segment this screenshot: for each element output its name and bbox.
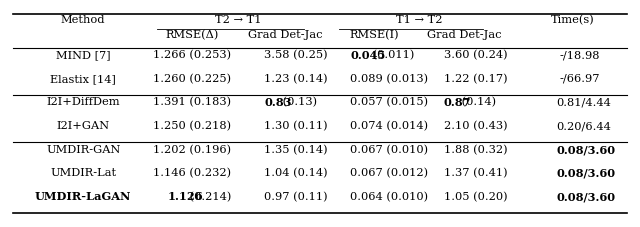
Text: 1.88 (0.32): 1.88 (0.32)	[444, 145, 508, 155]
Text: RMSE(I): RMSE(I)	[349, 30, 399, 40]
Text: 1.202 (0.196): 1.202 (0.196)	[153, 145, 231, 155]
Text: 2.10 (0.43): 2.10 (0.43)	[444, 121, 508, 131]
Text: 1.266 (0.253): 1.266 (0.253)	[153, 50, 231, 60]
Text: Grad Det-Jac: Grad Det-Jac	[427, 30, 501, 40]
Text: 1.126: 1.126	[168, 191, 204, 202]
Text: 1.04 (0.14): 1.04 (0.14)	[264, 168, 328, 178]
Text: 1.22 (0.17): 1.22 (0.17)	[444, 74, 508, 84]
Text: Elastix [14]: Elastix [14]	[51, 74, 116, 84]
Text: 1.05 (0.20): 1.05 (0.20)	[444, 192, 508, 202]
Text: 0.81/4.44: 0.81/4.44	[556, 97, 611, 107]
Text: (0.011): (0.011)	[369, 50, 414, 60]
Text: Time(s): Time(s)	[551, 15, 595, 26]
Text: I2I+GAN: I2I+GAN	[56, 121, 110, 131]
Text: UMDIR-Lat: UMDIR-Lat	[50, 168, 116, 178]
Text: 3.60 (0.24): 3.60 (0.24)	[444, 50, 508, 60]
Text: 0.83: 0.83	[264, 97, 292, 108]
Text: 0.20/6.44: 0.20/6.44	[556, 121, 611, 131]
Text: 0.97 (0.11): 0.97 (0.11)	[264, 192, 328, 202]
Text: 0.08/3.60: 0.08/3.60	[556, 168, 615, 179]
Text: 0.045: 0.045	[350, 50, 385, 61]
Text: 0.08/3.60: 0.08/3.60	[556, 191, 615, 202]
Text: 0.089 (0.013): 0.089 (0.013)	[350, 74, 428, 84]
Text: 0.87: 0.87	[444, 97, 471, 108]
Text: 0.057 (0.015): 0.057 (0.015)	[350, 97, 428, 108]
Text: (0.13): (0.13)	[279, 97, 317, 108]
Text: UMDIR-GAN: UMDIR-GAN	[46, 145, 120, 155]
Text: 1.37 (0.41): 1.37 (0.41)	[444, 168, 508, 178]
Text: 1.30 (0.11): 1.30 (0.11)	[264, 121, 328, 131]
Text: RMSE(Δ): RMSE(Δ)	[165, 30, 219, 40]
Text: UMDIR-LaGAN: UMDIR-LaGAN	[35, 191, 131, 202]
Text: 0.067 (0.010): 0.067 (0.010)	[350, 145, 428, 155]
Text: Method: Method	[61, 15, 106, 25]
Text: 1.146 (0.232): 1.146 (0.232)	[153, 168, 231, 178]
Text: -/18.98: -/18.98	[560, 50, 600, 60]
Text: T1 → T2: T1 → T2	[396, 15, 442, 25]
Text: 0.067 (0.012): 0.067 (0.012)	[350, 168, 428, 178]
Text: 1.250 (0.218): 1.250 (0.218)	[153, 121, 231, 131]
Text: -/66.97: -/66.97	[560, 74, 600, 84]
Text: 1.391 (0.183): 1.391 (0.183)	[153, 97, 231, 108]
Text: 1.260 (0.225): 1.260 (0.225)	[153, 74, 231, 84]
Text: 1.23 (0.14): 1.23 (0.14)	[264, 74, 328, 84]
Text: 0.074 (0.014): 0.074 (0.014)	[350, 121, 428, 131]
Text: 1.35 (0.14): 1.35 (0.14)	[264, 145, 328, 155]
Text: Grad Det-Jac: Grad Det-Jac	[248, 30, 322, 40]
Text: 3.58 (0.25): 3.58 (0.25)	[264, 50, 328, 60]
Text: (0.14): (0.14)	[458, 97, 497, 108]
Text: (0.214): (0.214)	[186, 192, 232, 202]
Text: I2I+DiffDem: I2I+DiffDem	[46, 97, 120, 107]
Text: T2 → T1: T2 → T1	[215, 15, 262, 25]
Text: 0.064 (0.010): 0.064 (0.010)	[350, 192, 428, 202]
Text: MIND [7]: MIND [7]	[56, 50, 111, 60]
Text: 0.08/3.60: 0.08/3.60	[556, 144, 615, 155]
